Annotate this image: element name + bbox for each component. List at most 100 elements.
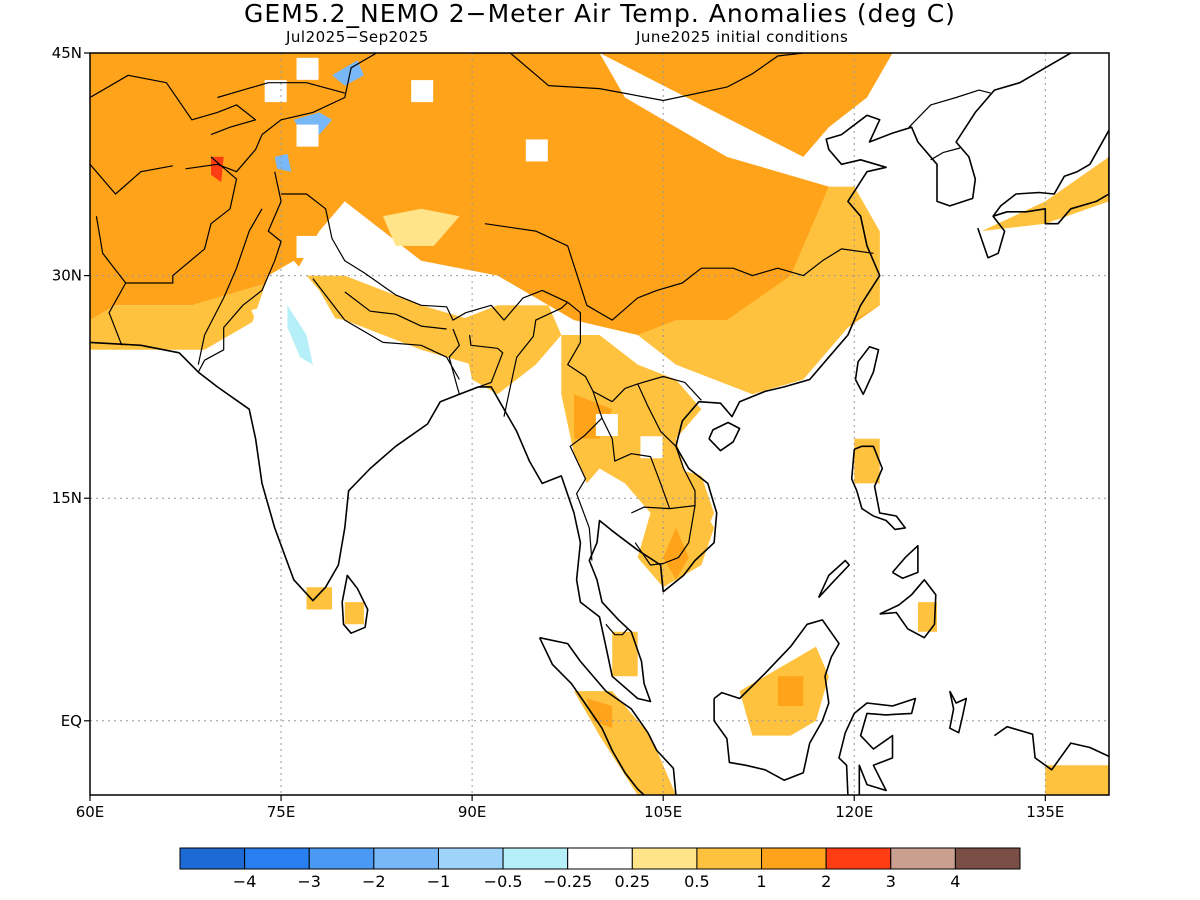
colorbar-swatch: [179, 847, 246, 870]
anomaly-region-north-asia-warm: [599, 53, 893, 157]
border-laos-thai: [601, 417, 671, 509]
white-grid-cell: [411, 80, 434, 103]
colorbar-label: −4: [233, 872, 257, 891]
lat-tick-label: 15N: [52, 489, 82, 507]
coastline-layer: [90, 53, 1109, 795]
anomaly-region-tibet-cool: [383, 208, 460, 246]
lon-tick-label: 120E: [835, 803, 873, 821]
colorbar-label: −1: [427, 872, 451, 891]
border-yangtze: [484, 223, 874, 321]
anomaly-region-hindukush-hot: [211, 156, 224, 183]
coastline-halmahera: [948, 690, 968, 734]
colorbar-label: 4: [950, 872, 960, 891]
colorbar-label: −0.5: [484, 872, 523, 891]
colorbar-swatch: [567, 847, 633, 870]
anomaly-region-balkhash-cold: [332, 60, 364, 86]
colorbar-swatch: [437, 847, 504, 870]
border-cambodia: [631, 505, 696, 566]
lon-tick-label: 75E: [267, 803, 296, 821]
lon-tick-label: 105E: [644, 803, 682, 821]
border-afghan-pak: [125, 156, 238, 284]
border-korea: [908, 89, 991, 128]
colorbar-swatch: [825, 847, 892, 870]
lat-tick-label: EQ: [61, 712, 82, 730]
anomaly-region-mindanao-moderate: [917, 602, 937, 632]
border-central-asia-1: [90, 74, 257, 136]
coastline-mindanao: [879, 578, 937, 639]
white-grid-cell: [296, 235, 319, 258]
colorbar-label: −2: [362, 872, 386, 891]
white-grid-cell: [1009, 65, 1032, 88]
colorbar-label: 1: [756, 872, 766, 891]
colorbar-swatch: [308, 847, 375, 870]
border-nepal-south: [344, 291, 447, 330]
border-central-asia-2: [185, 134, 263, 173]
anomaly-region-pamir-cold: [274, 153, 292, 172]
coastline-arabia-iran-coast: [90, 53, 1072, 703]
anomaly-region-cambodia-warm: [663, 527, 689, 580]
forecast-period: Jul2025−Sep2025: [286, 28, 429, 46]
map-title: GEM5.2_NEMO 2−Meter Air Temp. Anomalies …: [244, 0, 956, 28]
border-central-asia-3: [90, 163, 173, 195]
coastline-borneo: [713, 619, 840, 782]
white-grid-cell: [856, 146, 879, 169]
coastline-honshu-sea-side: [992, 129, 1109, 217]
colorbar-label: 0.5: [684, 872, 709, 891]
colorbar-swatch: [761, 847, 827, 870]
gridline-layer: [90, 53, 1109, 795]
anomaly-region-indochina-moderate: [561, 335, 715, 588]
border-indus: [197, 208, 263, 365]
colorbar-swatch: [373, 847, 439, 870]
white-grid-cell: [525, 139, 548, 162]
coastline-visayas: [891, 544, 919, 580]
colorbar-swatch: [954, 847, 1021, 870]
coastline-new-guinea: [993, 725, 1109, 771]
colorbar-label: 3: [886, 872, 896, 891]
map-frame: [89, 52, 1110, 796]
coastline-taiwan: [854, 345, 880, 396]
white-grid-cell: [296, 57, 319, 80]
anomaly-region-philippines-moderate: [854, 438, 880, 484]
border-malay-thai: [605, 623, 628, 636]
coastline-palawan: [817, 559, 851, 599]
white-grid-cell: [595, 414, 618, 436]
anomaly-region-south-india-moderate: [306, 587, 332, 610]
anomaly-region-malaya-moderate: [612, 631, 638, 677]
anomaly-region-new-guinea-moderate: [1045, 765, 1109, 795]
lon-tick-label: 90E: [458, 803, 487, 821]
border-china-kaz: [261, 53, 377, 136]
colorbar-swatch: [502, 847, 569, 870]
colorbar-label: −0.25: [543, 872, 592, 891]
border-korea-dmz: [930, 147, 961, 161]
lon-tick-label: 135E: [1026, 803, 1064, 821]
colorbar-swatch: [631, 847, 698, 870]
lat-tick-label: 30N: [52, 267, 82, 285]
colorbar-label: −3: [297, 872, 321, 891]
anomaly-region-china-moderate: [637, 186, 880, 395]
border-thai-myanmar: [569, 391, 603, 561]
lat-tick-label: 45N: [52, 44, 82, 62]
coastline-sumatra: [538, 636, 677, 795]
colorbar-swatch: [244, 847, 310, 870]
border-pak-india: [197, 171, 282, 373]
colorbar: −4 −3 −2 −1 −0.5 −0.25 0.25 0.5 1 2 3 4: [179, 847, 1021, 891]
anomaly-region-central-asia-warm: [90, 53, 880, 380]
anomaly-region-sumatra-warm: [586, 698, 613, 729]
initial-conditions: June2025 initial conditions: [636, 28, 849, 46]
longitude-labels: 60E 75E 90E 105E 120E 135E: [76, 795, 1064, 821]
latitude-labels: 45N 30N 15N EQ: [52, 44, 90, 730]
white-grid-cell: [1003, 169, 1026, 192]
border-myanmar-india: [503, 301, 569, 417]
white-grid-cell: [640, 436, 663, 459]
anomaly-region-northeast-india-moderate: [459, 305, 562, 395]
anomaly-fill-layer: [90, 53, 1109, 795]
border-ganges: [312, 278, 460, 380]
coastline-hainan: [708, 421, 741, 452]
border-laos-china-vn: [611, 375, 702, 403]
border-kaz-kyrgyz: [217, 82, 345, 99]
border-mongolia-china: [471, 53, 804, 102]
coastline-sri-lanka: [341, 574, 369, 635]
colorbar-swatch: [890, 847, 956, 870]
colorbar-swatch: [696, 847, 763, 870]
